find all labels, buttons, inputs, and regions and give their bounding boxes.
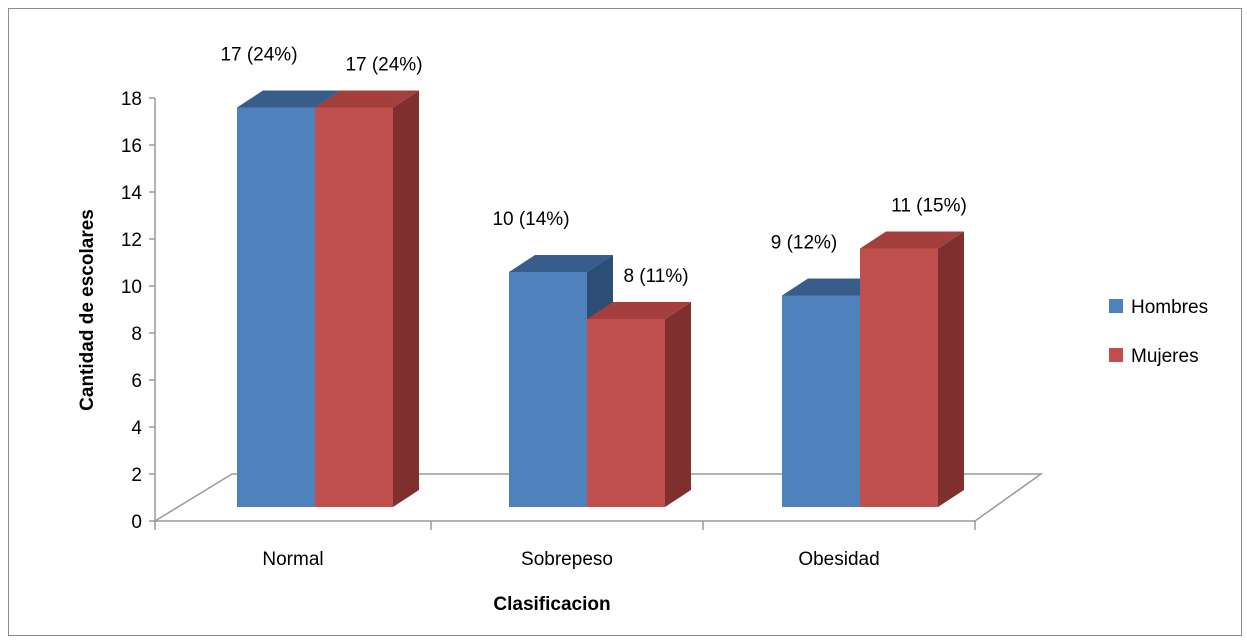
legend-label-mujeres: Mujeres <box>1131 346 1199 367</box>
bar-top-face <box>860 231 964 249</box>
bar-top-face <box>237 90 341 108</box>
bar-top-face <box>509 255 613 272</box>
bars <box>237 90 964 507</box>
bar-mujeres-obesidad <box>860 231 964 507</box>
x-category-label: Sobrepeso <box>521 549 613 570</box>
bar-front-face <box>587 319 665 507</box>
axes: 0 2 4 6 8 10 12 14 16 18 Normal Sobrepeso Obesidad <box>121 89 976 570</box>
bar-side-face <box>938 231 964 507</box>
bar-front-face <box>860 248 938 507</box>
data-label: 17 (24%) <box>345 55 422 76</box>
bar-side-face <box>393 90 419 507</box>
chart-floor <box>152 473 1044 522</box>
y-tick-label: 4 <box>131 418 142 439</box>
y-tick-label: 12 <box>121 230 142 251</box>
y-tick-label: 6 <box>131 371 142 392</box>
data-label: 17 (24%) <box>220 45 297 66</box>
data-labels: 17 (24%) 17 (24%) 10 (14%) 8 (11%) 9 (12%) 11… <box>220 45 966 288</box>
y-tick-label: 8 <box>131 324 142 345</box>
legend-swatch-hombres <box>1109 299 1123 313</box>
x-category-label: Obesidad <box>798 549 879 570</box>
bar-mujeres-sobrepeso <box>587 302 691 507</box>
y-tick-label: 0 <box>131 512 142 533</box>
y-tick-label: 2 <box>131 465 142 486</box>
y-tick-label: 16 <box>121 136 142 157</box>
legend-swatch-mujeres <box>1109 348 1123 362</box>
legend: Hombres Mujeres <box>1109 297 1208 367</box>
y-axis-title: Cantidad de escolares <box>77 209 98 411</box>
data-label: 9 (12%) <box>771 233 838 254</box>
data-label: 8 (11%) <box>623 266 688 287</box>
bar-front-face <box>782 295 860 507</box>
y-tick-label: 10 <box>121 277 142 298</box>
bar-side-face <box>665 302 691 507</box>
x-category-label: Normal <box>262 549 323 570</box>
bar-mujeres-normal <box>315 90 419 507</box>
bar-front-face <box>509 272 587 507</box>
bar-front-face <box>237 107 315 507</box>
bar-top-face <box>587 302 691 319</box>
bar-front-face <box>315 107 393 507</box>
y-tick-label: 18 <box>121 89 142 110</box>
bar-top-face <box>315 90 419 108</box>
data-label: 10 (14%) <box>492 209 569 230</box>
legend-label-hombres: Hombres <box>1131 297 1208 318</box>
y-tick-label: 14 <box>121 183 143 204</box>
floor-plane <box>152 473 1044 522</box>
x-axis-title: Clasificacion <box>493 594 610 615</box>
data-label: 11 (15%) <box>891 196 967 217</box>
